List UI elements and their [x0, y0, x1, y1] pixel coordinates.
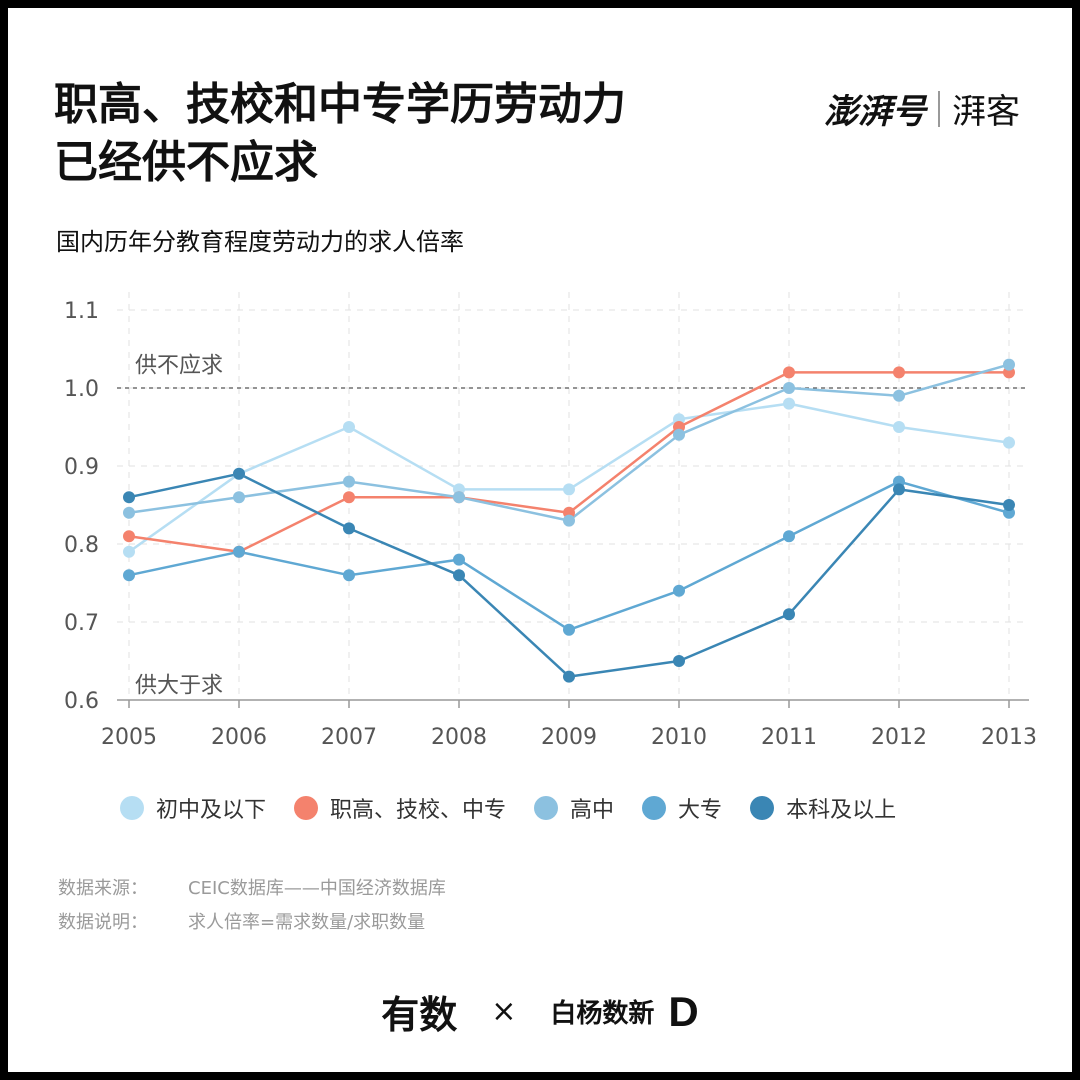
y-tick-label: 0.7 [64, 611, 99, 636]
series-3-point-2005 [123, 569, 135, 582]
page-title: 职高、技校和中专学历劳动力 已经供不应求 [54, 76, 626, 192]
legend-swatch [642, 796, 667, 820]
y-tick-label: 0.9 [64, 455, 99, 480]
series-3-point-2011 [783, 530, 795, 543]
legend-label: 大专 [678, 798, 723, 823]
series-4-point-2010 [673, 655, 685, 667]
note-source: 数据来源： CEIC数据库——中国经济数据库 [58, 872, 446, 906]
series-0-point-2005 [123, 545, 135, 558]
legend-label: 本科及以上 [786, 798, 897, 823]
x-tick-label: 2011 [761, 725, 817, 750]
x-tick-label: 2007 [321, 725, 377, 750]
legend-item-3: 大专 [642, 792, 722, 824]
x-tick-label: 2008 [431, 725, 487, 750]
series-4-point-2007 [343, 522, 355, 535]
legend-swatch [120, 796, 144, 820]
y-tick-label: 1.1 [64, 299, 99, 324]
note-description-value: 求人倍率=需求数量/求职数量 [188, 912, 426, 933]
legend-label: 职高、技校、中专 [330, 798, 507, 823]
series-1-point-2007 [343, 491, 355, 504]
brand-logo: 澎湃号 湃客 [824, 84, 1020, 133]
y-tick-label: 0.8 [64, 533, 99, 558]
footer-logos: 有数 × 白杨数新 D [8, 984, 1072, 1039]
series-2-point-2007 [343, 475, 355, 488]
legend-swatch [294, 796, 319, 820]
series-2-point-2011 [783, 382, 795, 394]
chart-notes: 数据来源： CEIC数据库——中国经济数据库 数据说明： 求人倍率=需求数量/求… [58, 872, 446, 940]
legend-item-1: 职高、技校、中专 [294, 792, 506, 824]
note-description: 数据说明： 求人倍率=需求数量/求职数量 [58, 906, 446, 940]
brand-sub: 湃客 [952, 92, 1020, 132]
legend-item-2: 高中 [534, 792, 614, 824]
series-0-point-2012 [893, 421, 905, 433]
footer-logo-baiyang-text: 白杨数新 [550, 999, 655, 1029]
series-0-point-2007 [343, 421, 355, 433]
series-4-point-2005 [123, 491, 135, 504]
series-4-point-2011 [783, 608, 795, 621]
series-3-point-2009 [563, 623, 575, 636]
series-1-point-2012 [893, 366, 905, 379]
series-line-4 [128, 472, 1010, 678]
chart-card: 职高、技校和中专学历劳动力 已经供不应求 澎湃号 湃客 国内历年分教育程度劳动力… [8, 8, 1072, 1072]
series-3-point-2007 [343, 569, 355, 582]
series-2-point-2005 [123, 506, 135, 519]
y-tick-label: 0.6 [64, 689, 99, 714]
series-2-point-2009 [563, 514, 575, 527]
chart-title: 国内历年分教育程度劳动力的求人倍率 [56, 228, 464, 256]
series-2-point-2010 [673, 428, 685, 441]
x-tick-label: 2010 [651, 725, 707, 750]
chart-legend: 初中及以下 职高、技校、中专 高中 大专 本科及以上 [120, 792, 924, 824]
note-source-value: CEIC数据库——中国经济数据库 [188, 878, 446, 899]
legend-item-4: 本科及以上 [750, 792, 896, 824]
series-2-point-2008 [453, 491, 465, 504]
footer-logo-youshu: 有数 [381, 992, 458, 1037]
series-4-point-2012 [893, 483, 905, 496]
footer-d-logo: D [668, 987, 699, 1035]
legend-swatch [750, 796, 775, 820]
series-2-point-2013 [1003, 358, 1015, 371]
series-4-point-2013 [1003, 499, 1015, 511]
series-2-point-2012 [893, 389, 905, 402]
legend-label: 初中及以下 [156, 798, 267, 823]
legend-swatch [534, 796, 559, 820]
x-tick-label: 2013 [981, 725, 1037, 750]
brand-main: 澎湃号 [824, 92, 926, 132]
series-1-point-2005 [123, 530, 135, 543]
series-3-point-2008 [453, 553, 465, 566]
series-4-point-2008 [453, 569, 465, 582]
series-1-point-2011 [783, 366, 795, 379]
y-tick-label: 1.0 [64, 377, 99, 402]
series-0-point-2011 [783, 397, 795, 410]
line-chart: 0.6 0.7 0.8 0.9 1.0 1.1 2005 2006 2007 2008 2009 20… [64, 292, 1037, 750]
series-2-point-2006 [233, 491, 245, 504]
legend-item-0: 初中及以下 [120, 792, 266, 824]
x-tick-label: 2005 [101, 725, 157, 750]
series-4-point-2006 [233, 467, 245, 480]
title-line-1: 职高、技校和中专学历劳动力 [54, 79, 626, 130]
title-line-2: 已经供不应求 [54, 137, 318, 188]
footer-cross: × [491, 994, 517, 1029]
note-source-label: 数据来源： [58, 878, 148, 899]
series-0-point-2013 [1003, 436, 1015, 449]
annotation-1: 供大于求 [135, 673, 223, 698]
series-4-point-2009 [563, 670, 575, 683]
legend-label: 高中 [570, 798, 615, 823]
annotation-0: 供不应求 [135, 354, 223, 379]
x-tick-label: 2006 [211, 725, 267, 750]
x-tick-label: 2009 [541, 725, 597, 750]
series-3-point-2010 [673, 584, 685, 597]
note-description-label: 数据说明： [58, 912, 148, 933]
series-3-point-2006 [233, 545, 245, 558]
x-tick-label: 2012 [871, 725, 927, 750]
footer-logo-baiyang: 白杨数新 D [550, 988, 698, 1036]
series-0-point-2009 [563, 483, 575, 496]
brand-separator [938, 90, 940, 127]
